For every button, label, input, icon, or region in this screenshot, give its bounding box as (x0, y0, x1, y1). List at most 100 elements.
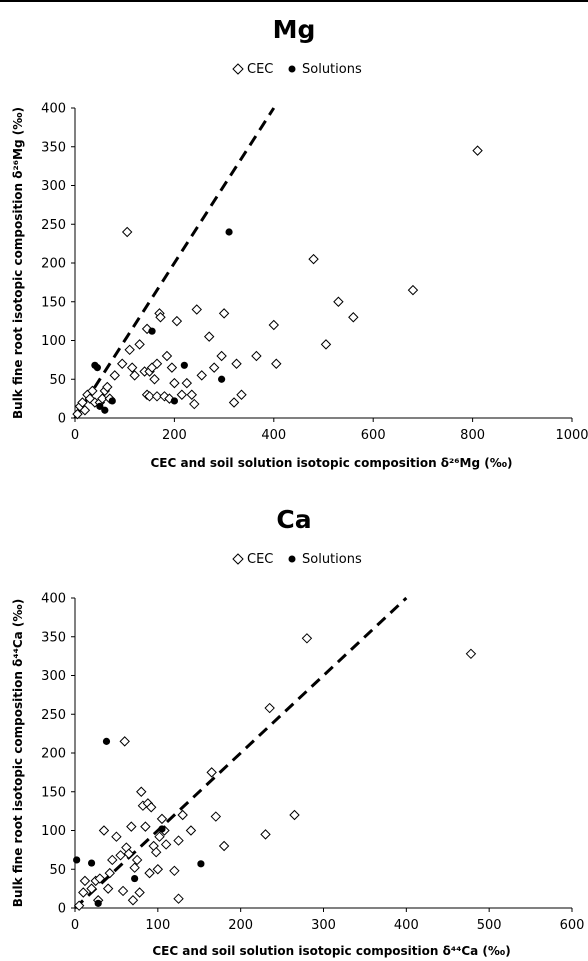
data-point-cec (126, 362, 138, 373)
data-point-solutions (197, 860, 205, 868)
series-solutions (91, 228, 233, 414)
data-point-cec (134, 339, 145, 350)
x-axis-label: CEC and soil solution isotopic compositi… (151, 456, 513, 470)
data-point-cec (196, 370, 207, 381)
data-point-cec (348, 312, 359, 323)
y-tick-label: 200 (41, 747, 66, 762)
data-point-cec (181, 377, 193, 389)
legend-marker-cec (232, 553, 244, 565)
legend: CEC Solutions (232, 552, 362, 567)
data-point-cec (126, 821, 137, 832)
data-point-solutions (218, 375, 226, 383)
data-point-cec (136, 786, 147, 797)
data-point-cec (156, 813, 168, 825)
data-point-cec (176, 389, 188, 400)
legend-label-solutions: Solutions (302, 552, 362, 567)
data-point-cec (169, 377, 180, 389)
data-point-cec (119, 736, 130, 747)
data-point-cec (129, 370, 140, 381)
data-point-cec (72, 408, 83, 420)
y-tick-label: 250 (41, 708, 66, 723)
top-border (0, 0, 588, 2)
data-point-cec (208, 362, 220, 373)
data-point-cec (203, 331, 215, 342)
data-point-cec (94, 873, 106, 884)
data-point-cec (79, 875, 91, 887)
y-tick-label: 300 (41, 179, 66, 194)
data-point-cec (206, 767, 217, 778)
data-point-cec (260, 829, 271, 840)
data-point-cec (171, 315, 183, 327)
data-point-cec (160, 839, 172, 850)
data-point-cec (264, 702, 275, 714)
chart-ca: Ca CEC Solutions 0 50 100 150 200 250 300 350 400 0 1… (11, 505, 584, 958)
y-tick-label: 50 (49, 373, 66, 388)
data-point-cec (145, 802, 157, 813)
data-point-cec (144, 391, 155, 402)
data-point-cec (134, 887, 145, 898)
data-point-solutions (131, 874, 139, 883)
x-tick-label: 600 (361, 428, 386, 443)
data-point-solutions (94, 899, 102, 907)
x-tick-label: 0 (71, 918, 79, 933)
data-point-cec (189, 398, 200, 410)
x-tick-label: 0 (71, 428, 79, 443)
y-tick-label: 0 (58, 412, 66, 427)
data-point-cec (111, 831, 122, 842)
x-tick-label: 1000 (555, 428, 588, 443)
x-axis-label: CEC and soil solution isotopic compositi… (152, 944, 510, 958)
data-point-cec (308, 253, 319, 265)
data-point-cec (121, 226, 133, 238)
data-point-solutions (180, 361, 188, 369)
data-point-cec (124, 344, 135, 356)
data-point-cec (129, 862, 140, 873)
legend: CEC Solutions (232, 62, 362, 77)
x-tick-label: 800 (460, 428, 485, 443)
data-point-cec (79, 405, 91, 416)
data-point-cec (109, 370, 120, 381)
data-point-cec (117, 358, 128, 369)
legend-label-cec: CEC (247, 552, 273, 567)
data-point-solutions (158, 825, 166, 833)
x-tick-label: 400 (394, 918, 419, 933)
data-point-cec (173, 835, 184, 846)
data-point-cec (87, 385, 98, 397)
data-point-cec (251, 350, 262, 362)
x-tick-label: 200 (228, 918, 253, 933)
data-point-cec (117, 885, 129, 897)
data-point-cec (289, 809, 300, 821)
x-tick-label: 200 (162, 428, 187, 443)
legend-marker-cec (232, 63, 244, 75)
y-tick-label: 100 (41, 824, 66, 839)
y-tick-label: 400 (41, 592, 66, 607)
data-point-cec (150, 846, 162, 858)
data-point-cec (86, 883, 97, 894)
data-point-cec (127, 895, 139, 906)
data-point-cec (97, 393, 108, 404)
y-tick-label: 150 (41, 295, 66, 310)
data-point-cec (149, 374, 160, 385)
legend-marker-solutions (288, 555, 296, 563)
x-tick-label: 300 (311, 918, 336, 933)
y-tick-label: 250 (41, 218, 66, 233)
x-tick-label: 500 (477, 918, 502, 933)
data-point-cec (301, 633, 313, 644)
data-point-cec (472, 145, 483, 156)
data-point-cec (216, 350, 227, 362)
data-point-cec (77, 397, 88, 408)
data-point-solutions (225, 228, 233, 236)
data-point-cec (151, 391, 163, 402)
data-point-cec (73, 900, 85, 911)
data-point-cec (320, 339, 332, 350)
data-point-cec (271, 358, 282, 369)
data-point-solutions (93, 364, 101, 372)
data-point-solutions (87, 859, 96, 867)
x-tick-label: 600 (560, 918, 585, 933)
data-point-cec (161, 350, 173, 362)
legend-label-cec: CEC (247, 62, 273, 77)
y-tick-label: 300 (41, 669, 66, 684)
data-point-solutions (170, 397, 178, 405)
y-tick-label: 350 (41, 140, 66, 155)
data-point-cec (78, 887, 89, 898)
data-point-cec (151, 358, 163, 369)
